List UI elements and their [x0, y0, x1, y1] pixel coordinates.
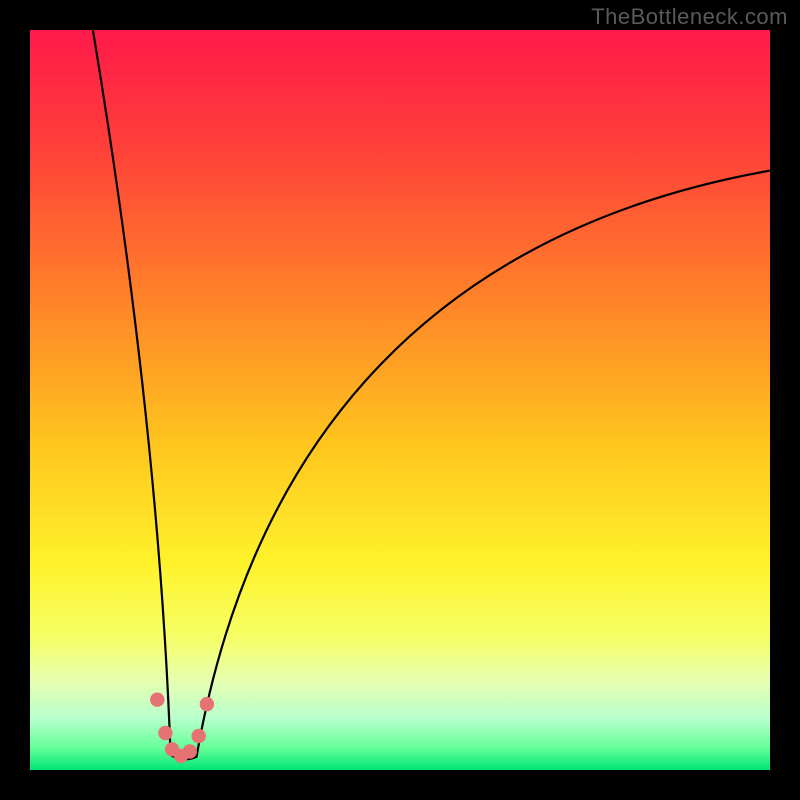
valley-marker: [200, 697, 214, 711]
chart-stage: TheBottleneck.com: [0, 0, 800, 800]
valley-marker: [158, 726, 172, 740]
watermark-text: TheBottleneck.com: [591, 4, 788, 30]
bottleneck-curve-plot: [0, 0, 800, 800]
valley-marker: [192, 729, 206, 743]
plot-background: [30, 30, 770, 770]
valley-marker: [183, 744, 197, 758]
valley-marker: [150, 693, 164, 707]
